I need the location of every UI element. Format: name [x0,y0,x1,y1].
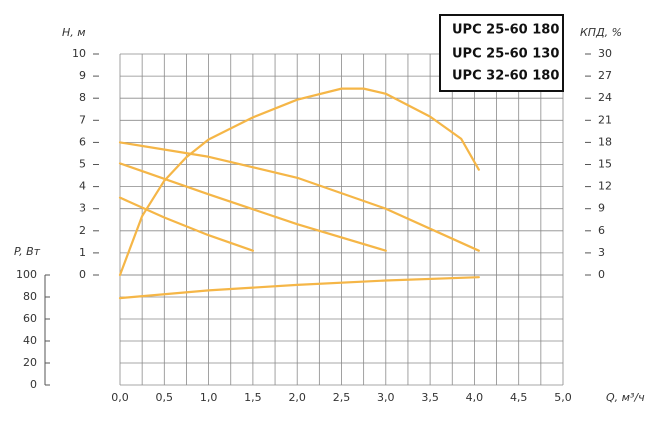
y-tick-label: 4 [79,180,86,193]
y2-tick-label: 27 [598,69,612,82]
x-tick-label: 4,0 [466,391,484,404]
curve [118,87,480,277]
y-tick-label: 0 [79,268,86,281]
y3-tick-label: 40 [23,334,37,347]
y-tick-label: 5 [79,158,86,171]
curve [118,276,480,300]
x-tick-label: 2,0 [288,391,306,404]
y2-tick-label: 9 [598,202,605,215]
y2-tick-label: 3 [598,246,605,259]
y3-tick-label: 60 [23,312,37,325]
y-tick-label: 6 [79,135,86,148]
y3-tick-label: 20 [23,356,37,369]
x-tick-label: 1,5 [244,391,262,404]
y3-tick-label: 80 [23,290,37,303]
y-tick-label: 2 [79,224,86,237]
x-axis-title: Q, м³/ч [606,391,645,404]
legend-box [439,14,564,92]
y3-tick-label: 0 [30,378,37,391]
y3-axis-title: P, Вт [14,245,41,258]
x-tick-label: 4,5 [510,391,528,404]
x-tick-label: 2,5 [333,391,351,404]
x-tick-label: 1,0 [200,391,218,404]
y2-tick-label: 30 [598,47,612,60]
y2-tick-label: 21 [598,113,612,126]
x-tick-label: 5,0 [554,391,572,404]
y2-tick-label: 18 [598,135,612,148]
y2-axis-title: КПД, % [580,26,622,39]
y3-tick-label: 100 [16,268,37,281]
y-tick-label: 1 [79,246,86,259]
y-tick-label: 7 [79,113,86,126]
y-tick-label: 9 [79,69,86,82]
y2-tick-label: 0 [598,268,605,281]
x-tick-label: 3,0 [377,391,395,404]
y2-tick-label: 6 [598,224,605,237]
y2-tick-label: 15 [598,158,612,171]
curve [118,141,480,252]
curve [118,196,254,252]
legend-entry: UPC 25-60 130 [452,47,559,62]
y2-tick-label: 24 [598,91,612,104]
y-axis-title: H, м [62,26,86,39]
y2-tick-label: 12 [598,180,612,193]
legend-entry: UPC 25-60 180 [452,23,559,38]
x-tick-label: 0,0 [111,391,129,404]
x-tick-label: 0,5 [156,391,174,404]
curve [118,162,387,252]
x-tick-label: 3,5 [421,391,439,404]
y-tick-label: 8 [79,91,86,104]
y-tick-label: 3 [79,202,86,215]
legend-entry: UPC 32-60 180 [452,69,559,84]
y-tick-label: 10 [72,47,86,60]
